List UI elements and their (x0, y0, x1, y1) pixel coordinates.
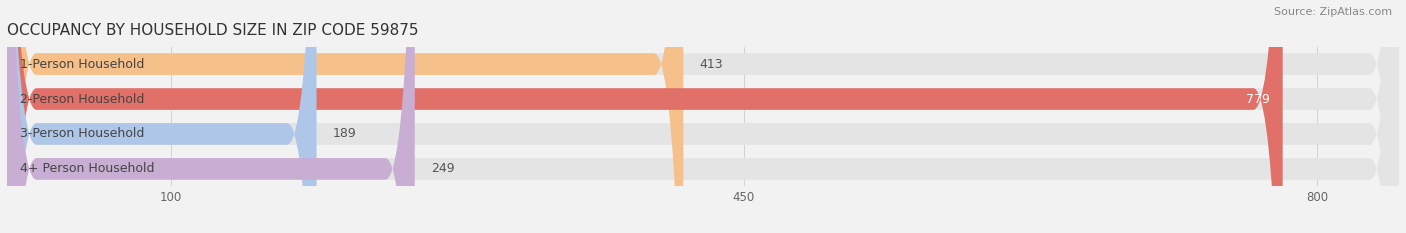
FancyBboxPatch shape (7, 0, 1399, 233)
Text: 4+ Person Household: 4+ Person Household (20, 162, 155, 175)
FancyBboxPatch shape (7, 0, 415, 233)
Text: 249: 249 (432, 162, 454, 175)
FancyBboxPatch shape (7, 0, 1282, 233)
FancyBboxPatch shape (7, 0, 683, 233)
FancyBboxPatch shape (7, 0, 1399, 233)
Text: 413: 413 (700, 58, 723, 71)
FancyBboxPatch shape (7, 0, 1399, 233)
Text: 3-Person Household: 3-Person Household (20, 127, 145, 140)
Text: 779: 779 (1246, 93, 1270, 106)
FancyBboxPatch shape (7, 0, 1399, 233)
Text: OCCUPANCY BY HOUSEHOLD SIZE IN ZIP CODE 59875: OCCUPANCY BY HOUSEHOLD SIZE IN ZIP CODE … (7, 24, 419, 38)
Text: Source: ZipAtlas.com: Source: ZipAtlas.com (1274, 7, 1392, 17)
Text: 189: 189 (333, 127, 357, 140)
FancyBboxPatch shape (7, 0, 316, 233)
Text: 1-Person Household: 1-Person Household (20, 58, 145, 71)
Text: 2-Person Household: 2-Person Household (20, 93, 145, 106)
